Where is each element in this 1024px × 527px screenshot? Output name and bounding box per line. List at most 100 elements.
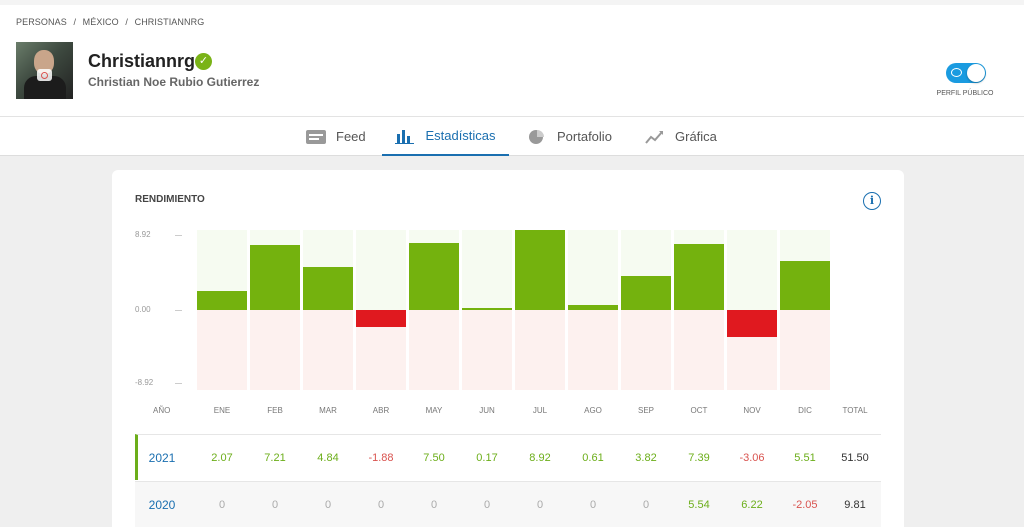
breadcrumb-current: CHRISTIANNRG — [134, 17, 205, 27]
y-tick-label: 0.00 — [135, 305, 151, 314]
y-tick-label: -8.92 — [135, 378, 154, 387]
value-cell: 0 — [218, 499, 226, 511]
value-cell: 8.92 — [529, 452, 551, 464]
value-cell: 4.84 — [317, 452, 339, 464]
table-header: AÑO ENE FEB MAR ABR MAY JUN JUL AGO SEP OCT NOV DIC T… — [112, 406, 904, 420]
rendimiento-card: RENDIMIENTO i 8.92 0.00 -8.92 AÑO ENE FEB M… — [112, 170, 904, 527]
value-cell: 7.50 — [423, 452, 445, 464]
y-tick-label: 8.92 — [135, 230, 151, 239]
camera-icon[interactable] — [37, 69, 52, 81]
column-header-ago: AGO — [584, 406, 602, 415]
chart-bar-jun[interactable] — [462, 308, 512, 310]
value-cell: 0 — [589, 499, 597, 511]
column-header-sep: SEP — [637, 406, 654, 415]
profile-header: PERSONAS / MÉXICO / CHRISTIANNRG Christi… — [0, 5, 1024, 117]
feed-icon — [306, 129, 326, 145]
column-header-dic: DIC — [798, 406, 812, 415]
value-cell: 7.21 — [264, 452, 286, 464]
tab-feed[interactable]: Feed — [306, 117, 366, 156]
chart-bar-oct[interactable] — [674, 243, 724, 310]
chart-bar-may[interactable] — [409, 242, 459, 310]
breadcrumb-separator: / — [73, 17, 77, 27]
value-cell: 0 — [324, 499, 332, 511]
y-tick — [175, 310, 182, 311]
info-icon[interactable]: i — [863, 192, 881, 210]
avatar[interactable] — [16, 42, 73, 99]
column-header-abr: ABR — [372, 406, 390, 415]
value-cell: -2.05 — [792, 499, 818, 511]
value-cell: 0 — [430, 499, 438, 511]
chart-column-bg — [568, 310, 618, 390]
chart-bar-ago[interactable] — [568, 304, 618, 310]
y-tick — [175, 383, 182, 384]
card-title: RENDIMIENTO — [135, 194, 205, 205]
performance-chart: 8.92 0.00 -8.92 — [112, 170, 904, 430]
column-header-feb: FEB — [267, 406, 283, 415]
pie-chart-icon — [527, 129, 547, 145]
chart-bar-abr[interactable] — [356, 310, 406, 327]
chart-column-bg — [674, 310, 724, 390]
value-cell: 0 — [642, 499, 650, 511]
value-cell: 5.54 — [688, 499, 710, 511]
chart-bar-sep[interactable] — [621, 275, 671, 310]
value-cell: 0.61 — [582, 452, 604, 464]
table-row: 2021 2.07 7.21 4.84 -1.88 7.50 0.17 8.92 0.61 3.8… — [135, 434, 881, 480]
value-cell: 2.07 — [211, 452, 233, 464]
line-chart-icon — [645, 129, 665, 145]
value-cell: 3.82 — [635, 452, 657, 464]
chart-bar-nov[interactable] — [727, 310, 777, 338]
column-header-may: MAY — [425, 406, 443, 415]
chart-column-bg — [621, 310, 671, 390]
tab-estadisticas[interactable]: Estadísticas — [382, 117, 509, 156]
chart-bar-mar[interactable] — [303, 266, 353, 310]
value-cell: 0 — [377, 499, 385, 511]
value-cell: -3.06 — [739, 452, 765, 464]
chart-column-bg — [356, 230, 406, 310]
tab-portafolio-label: Portafolio — [557, 129, 612, 144]
chart-bar-dic[interactable] — [780, 260, 830, 310]
top-strip — [0, 0, 1024, 5]
breadcrumb-separator: / — [125, 17, 128, 27]
column-header-oct: OCT — [690, 406, 708, 415]
chart-column-bg — [197, 310, 247, 390]
breadcrumb-mexico[interactable]: MÉXICO — [82, 17, 119, 27]
public-profile-label: PERFIL PÚBLICO — [936, 90, 994, 97]
chart-column-bg — [462, 230, 512, 310]
value-cell: -1.88 — [368, 452, 394, 464]
table-row: 2020 0 0 0 0 0 0 0 0 0 5.54 6.22 -2.05 9.81 — [135, 481, 881, 527]
profile-username: Christiannrg — [88, 51, 196, 71]
tab-estadisticas-label: Estadísticas — [425, 128, 496, 143]
tab-portafolio[interactable]: Portafolio — [527, 117, 612, 156]
chart-column-bg — [303, 310, 353, 390]
chart-bar-feb[interactable] — [250, 245, 300, 310]
year-cell[interactable]: 2020 — [148, 498, 176, 512]
chart-column-bg — [727, 230, 777, 310]
tab-grafica[interactable]: Gráfica — [645, 117, 717, 156]
breadcrumb-personas[interactable]: PERSONAS — [16, 17, 67, 27]
value-cell: 6.22 — [741, 499, 763, 511]
chart-column-bg — [515, 310, 565, 390]
tab-grafica-label: Gráfica — [675, 129, 717, 144]
column-header-jul: JUL — [532, 406, 548, 415]
value-cell: 0 — [483, 499, 491, 511]
year-cell[interactable]: 2021 — [148, 451, 176, 465]
chart-column-bg — [462, 310, 512, 390]
column-header-año: AÑO — [153, 406, 171, 415]
value-cell: 0 — [271, 499, 279, 511]
chart-bar-jul[interactable] — [515, 230, 565, 310]
tab-feed-label: Feed — [336, 129, 366, 144]
y-tick — [175, 235, 182, 236]
public-profile-toggle[interactable] — [946, 63, 986, 83]
column-header-ene: ENE — [213, 406, 231, 415]
total-cell: 9.81 — [844, 499, 866, 511]
column-header-mar: MAR — [319, 406, 337, 415]
column-header-jun: JUN — [479, 406, 495, 415]
profile-tabs: Feed Estadísticas Portafolio Gráfica — [0, 117, 1024, 156]
profile-full-name: Christian Noe Rubio Gutierrez — [88, 75, 260, 89]
chart-column-bg — [780, 310, 830, 390]
column-header-nov: NOV — [743, 406, 761, 415]
total-cell: 51.50 — [841, 452, 869, 464]
verified-icon: ✓ — [195, 53, 212, 70]
chart-bar-ene[interactable] — [197, 291, 247, 310]
chart-column-bg — [568, 230, 618, 310]
